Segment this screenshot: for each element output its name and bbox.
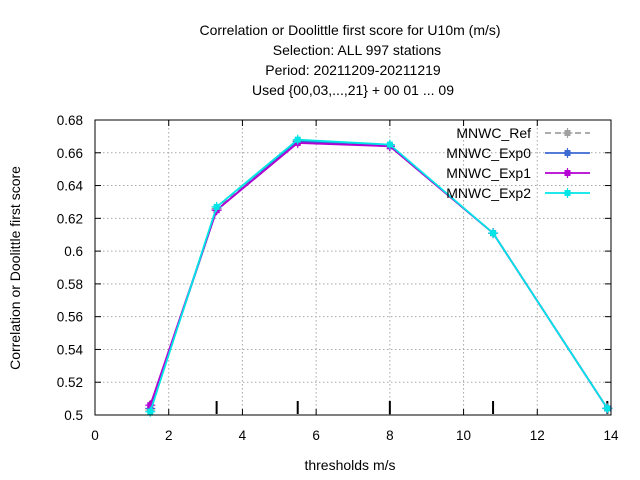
y-tick-label: 0.5 [64,408,83,423]
legend-label: MNWC_Ref [456,125,531,141]
series-line [149,138,609,412]
y-tick-label: 0.66 [57,146,83,161]
y-axis-label: Correlation or Doolittle first score [7,166,23,370]
chart-title-line-4: Used {00,03,...,21} + 00 01 ... 09 [252,82,454,98]
threshold-markers [149,401,609,414]
y-tick-label: 0.54 [57,342,84,357]
series-lines [145,134,613,417]
chart-title-line-2: Selection: ALL 997 stations [273,42,441,58]
chart-title-line-3: Period: 20211209-20211219 [265,62,441,78]
legend-label: MNWC_Exp1 [446,165,531,181]
plot-frame [94,119,612,416]
series-MNWC_Exp2 [145,134,613,417]
series-MNWC_Ref [145,136,613,416]
x-tick-label: 8 [386,428,394,443]
legend-label: MNWC_Exp2 [446,185,531,201]
x-tick-label: 2 [165,428,173,443]
y-tick-label: 0.64 [57,179,84,194]
x-tick-label: 14 [603,428,619,443]
series-MNWC_Exp1 [145,137,613,414]
series-line [149,142,609,409]
x-tick-label: 0 [91,428,99,443]
y-tick-label: 0.56 [57,310,83,325]
y-tick-label: 0.62 [57,211,83,226]
axis-ticks: 0 2 4 6 8 10 12 14 0.5 0.52 0.54 0.56 0.58 0.6 0.62 0.6… [57,113,619,443]
legend-label: MNWC_Exp0 [446,145,531,161]
y-tick-label: 0.68 [57,113,83,128]
x-axis-label: thresholds m/s [304,457,395,473]
gridlines [95,120,611,415]
series-line [149,140,609,411]
series-MNWC_Exp0 [145,136,613,414]
chart-title-line-1: Correlation or Doolittle first score for… [199,22,500,38]
y-tick-label: 0.58 [57,277,83,292]
chart-title: Correlation or Doolittle first score for… [199,22,500,98]
x-tick-label: 4 [239,428,247,443]
x-tick-label: 6 [312,428,320,443]
legend: MNWC_Ref MNWC_Exp0 MNWC_Exp1 MNWC_Exp2 [446,125,590,201]
y-tick-label: 0.6 [64,244,83,259]
y-tick-label: 0.52 [57,375,83,390]
series-line [149,140,609,409]
x-tick-label: 10 [456,428,471,443]
x-tick-label: 12 [530,428,545,443]
